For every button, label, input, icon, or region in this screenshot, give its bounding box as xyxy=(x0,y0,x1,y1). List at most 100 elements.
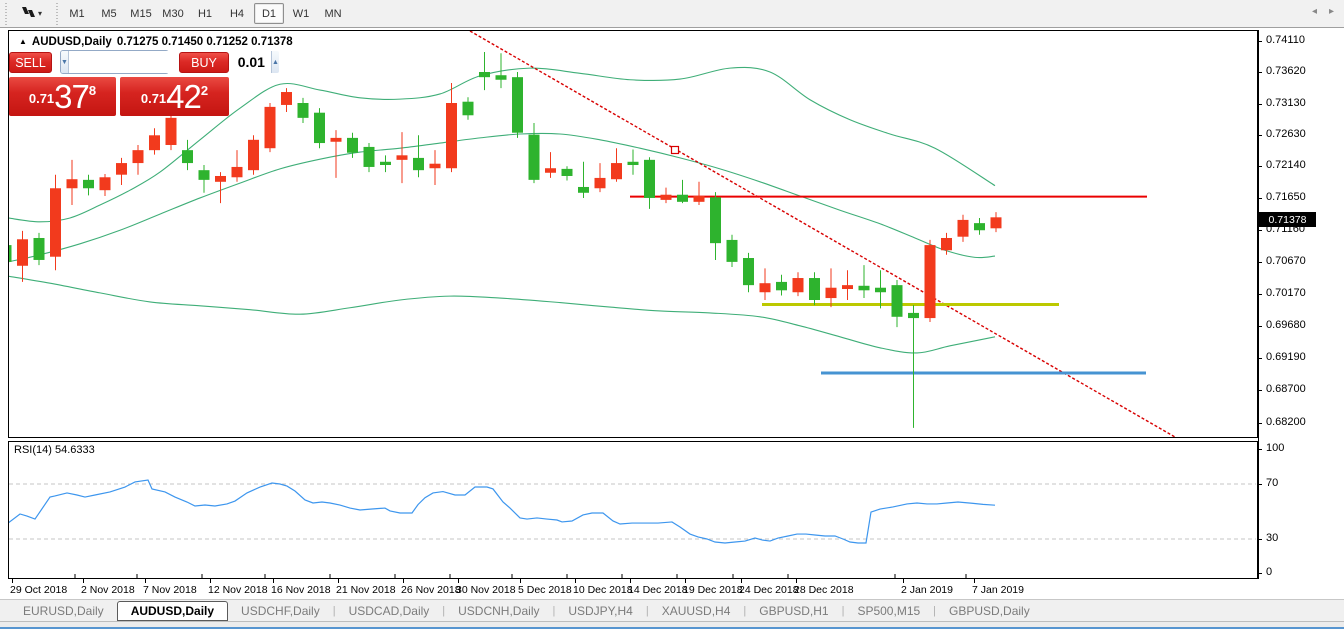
chart-tools-icon xyxy=(20,5,36,22)
date-axis-tick xyxy=(741,579,742,583)
tab-separator: | xyxy=(332,604,336,617)
volume-increase-button[interactable]: ▲ xyxy=(270,51,279,73)
date-axis-tick xyxy=(273,579,274,583)
date-axis-label: 30 Nov 2018 xyxy=(456,584,516,596)
chevron-down-icon: ▾ xyxy=(37,9,42,18)
chart-tab-audusd[interactable]: AUDUSD,Daily xyxy=(116,601,229,621)
date-axis-tick xyxy=(458,579,459,583)
date-axis-label: 29 Oct 2018 xyxy=(10,584,68,596)
tab-separator: | xyxy=(841,604,845,617)
rsi-axis-label: 0 xyxy=(1266,566,1273,578)
buy-price-display[interactable]: 0.71 42 2 xyxy=(120,77,229,116)
collapse-triangle-icon[interactable]: ▲ xyxy=(19,36,27,46)
timeframe-button-h1[interactable]: H1 xyxy=(197,7,213,20)
chart-tab-usdcad[interactable]: USDCAD,Daily xyxy=(348,603,430,618)
rsi-chart-canvas[interactable] xyxy=(9,442,1257,578)
price-chart-canvas[interactable] xyxy=(9,31,1257,437)
date-axis-label: 2 Jan 2019 xyxy=(901,584,953,596)
date-axis-tick xyxy=(575,579,576,583)
date-axis-tick xyxy=(210,579,211,583)
price-axis-label: 0.71160 xyxy=(1266,223,1305,235)
price-axis-label: 0.68200 xyxy=(1266,416,1306,428)
chart-tab-usdcnh[interactable]: USDCNH,Daily xyxy=(458,603,540,618)
chart-tab-usdjpy[interactable]: USDJPY,H4 xyxy=(568,603,633,618)
price-axis-label: 0.69190 xyxy=(1266,351,1306,363)
rsi-axis-tick xyxy=(1258,484,1262,485)
chart-tab-bar: EURUSD,Daily AUDUSD,Daily USDCHF,Daily | USD… xyxy=(0,599,1344,621)
date-axis-label: 19 Dec 2018 xyxy=(683,584,743,596)
toolbar: ▾ M1 M5 M15 M30 H1 H4 D1 W1 MN xyxy=(0,0,1344,28)
chart-tab-gbpusd[interactable]: GBPUSD,H1 xyxy=(759,603,829,618)
chart-tab-usdchf[interactable]: USDCHF,Daily xyxy=(241,603,320,618)
current-price-tag: 0.71378 xyxy=(1259,212,1316,227)
status-strip xyxy=(0,621,1344,629)
tab-scroll-right-icon[interactable]: ▸ xyxy=(1328,5,1334,17)
chart-tab-eurusd[interactable]: EURUSD,Daily xyxy=(23,603,104,618)
volume-input[interactable] xyxy=(68,51,271,73)
chart-tab-xauusd[interactable]: XAUUSD,H4 xyxy=(661,603,731,618)
sell-button[interactable]: SELL xyxy=(9,52,52,73)
price-axis-label: 0.72140 xyxy=(1266,159,1306,171)
rsi-axis-tick xyxy=(1258,449,1262,450)
sell-price-sup: 8 xyxy=(88,83,97,98)
tab-scroll-left-icon[interactable]: ◂ xyxy=(1311,5,1317,17)
tab-scroll-arrows: ◂ ▸ xyxy=(1312,0,1334,22)
price-axis-tick xyxy=(1258,262,1262,263)
taskbar-edge xyxy=(0,627,1344,629)
chart-title: ▲ AUDUSD,Daily 0.71275 0.71450 0.71252 0… xyxy=(19,36,293,48)
tab-separator: | xyxy=(743,604,747,617)
date-axis-tick xyxy=(974,579,975,583)
chart-tab-sp500[interactable]: SP500,M15 xyxy=(857,603,921,618)
chart-tools-button[interactable]: ▾ xyxy=(11,3,51,25)
price-axis-divider xyxy=(1258,30,1259,579)
price-axis-tick xyxy=(1258,41,1262,42)
date-axis-tick xyxy=(83,579,84,583)
toolbar-grip[interactable] xyxy=(3,2,8,25)
price-axis-label: 0.70670 xyxy=(1266,255,1306,267)
toolbar-grip[interactable] xyxy=(54,2,59,25)
timeframe-button-m5[interactable]: M5 xyxy=(101,7,117,20)
date-axis-label: 2 Nov 2018 xyxy=(81,584,135,596)
date-axis-label: 7 Jan 2019 xyxy=(972,584,1024,596)
date-axis-label: 10 Dec 2018 xyxy=(573,584,633,596)
timeframe-button-group: M1 M5 M15 M30 H1 H4 D1 W1 MN xyxy=(62,3,348,24)
volume-decrease-button[interactable]: ▼ xyxy=(61,51,69,73)
chart-workspace: ▲ AUDUSD,Daily 0.71275 0.71450 0.71252 0… xyxy=(0,28,1344,599)
timeframe-button-d1[interactable]: D1 xyxy=(254,3,284,24)
rsi-indicator-label: RSI(14) 54.6333 xyxy=(14,444,95,456)
buy-price-big: 42 xyxy=(166,78,202,115)
chart-ohlc-values: 0.71275 0.71450 0.71252 0.71378 xyxy=(116,36,293,48)
timeframe-button-w1[interactable]: W1 xyxy=(292,7,310,20)
price-axis-label: 0.73130 xyxy=(1266,97,1306,109)
date-axis-label: 14 Dec 2018 xyxy=(628,584,688,596)
price-axis-label: 0.70170 xyxy=(1266,287,1306,299)
date-axis-tick xyxy=(903,579,904,583)
sell-price-display[interactable]: 0.71 37 8 xyxy=(9,77,116,116)
rsi-axis-label: 100 xyxy=(1266,442,1285,454)
timeframe-button-h4[interactable]: H4 xyxy=(229,7,245,20)
date-axis-label: 21 Nov 2018 xyxy=(336,584,396,596)
rsi-indicator-pane[interactable] xyxy=(8,441,1258,579)
timeframe-button-mn[interactable]: MN xyxy=(324,7,342,20)
date-axis-tick xyxy=(630,579,631,583)
date-axis-label: 5 Dec 2018 xyxy=(518,584,572,596)
timeframe-button-m1[interactable]: M1 xyxy=(69,7,85,20)
price-axis-tick xyxy=(1258,230,1262,231)
timeframe-button-m30[interactable]: M30 xyxy=(162,7,184,20)
price-axis-tick xyxy=(1258,358,1262,359)
chart-tab-gbpusd[interactable]: GBPUSD,Daily xyxy=(949,603,1030,618)
main-chart-pane[interactable]: ▲ AUDUSD,Daily 0.71275 0.71450 0.71252 0… xyxy=(8,30,1258,438)
date-axis-tick xyxy=(685,579,686,583)
price-axis-tick xyxy=(1258,104,1262,105)
date-axis-tick xyxy=(796,579,797,583)
price-axis-tick xyxy=(1258,423,1262,424)
buy-button[interactable]: BUY xyxy=(179,52,229,73)
buy-price-prefix: 0.71 xyxy=(140,91,167,106)
rsi-axis-tick xyxy=(1258,573,1262,574)
date-axis-label: 28 Dec 2018 xyxy=(794,584,854,596)
tab-separator: | xyxy=(442,604,446,617)
timeframe-button-m15[interactable]: M15 xyxy=(130,7,152,20)
date-axis-label: 16 Nov 2018 xyxy=(271,584,331,596)
date-axis-tick xyxy=(12,579,13,583)
